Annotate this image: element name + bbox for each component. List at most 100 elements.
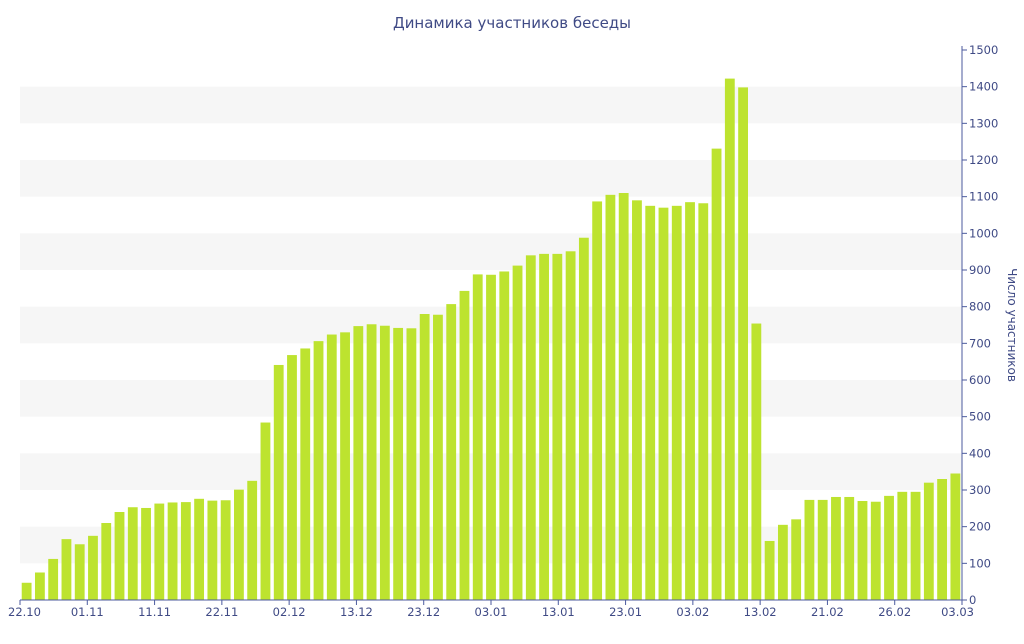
bar bbox=[406, 328, 417, 600]
bar bbox=[698, 203, 709, 600]
bar bbox=[751, 323, 762, 600]
bar bbox=[207, 500, 218, 600]
y-axis-title: Число участников bbox=[1005, 268, 1019, 382]
y-tick-label: 1200 bbox=[969, 153, 998, 167]
bar bbox=[950, 473, 961, 600]
bar bbox=[247, 480, 258, 600]
bar bbox=[194, 498, 205, 600]
y-tick-label: 200 bbox=[969, 520, 991, 534]
bar bbox=[565, 251, 576, 601]
bar bbox=[127, 507, 138, 600]
bar bbox=[21, 582, 32, 600]
y-tick-label: 400 bbox=[969, 446, 991, 460]
bar bbox=[804, 499, 815, 600]
y-tick-label: 900 bbox=[969, 263, 991, 277]
bar bbox=[777, 524, 788, 600]
bar bbox=[273, 364, 284, 600]
x-tick-label: 01.11 bbox=[71, 605, 104, 619]
bar bbox=[154, 503, 165, 600]
x-tick-label: 26.02 bbox=[878, 605, 911, 619]
bar bbox=[260, 422, 271, 600]
bar bbox=[923, 482, 934, 600]
bar bbox=[645, 205, 656, 600]
bar bbox=[379, 325, 390, 600]
bar bbox=[300, 348, 311, 600]
bar bbox=[605, 194, 616, 600]
bar bbox=[419, 314, 430, 600]
x-tick-label: 11.11 bbox=[138, 605, 171, 619]
bar bbox=[472, 274, 483, 600]
bar bbox=[34, 572, 45, 600]
bar bbox=[167, 502, 178, 600]
bar bbox=[366, 324, 377, 600]
bar bbox=[459, 290, 470, 600]
bar bbox=[433, 314, 443, 600]
bar bbox=[632, 200, 642, 600]
y-tick-label: 300 bbox=[969, 483, 991, 497]
bar bbox=[724, 78, 735, 601]
x-tick-label: 22.10 bbox=[8, 605, 41, 619]
bar bbox=[791, 519, 802, 600]
x-axis: 22.10 01.11 11.11 22.11 02.12 13.12 23.12 03.01… bbox=[8, 599, 974, 619]
bar bbox=[764, 540, 775, 600]
bar bbox=[844, 496, 855, 600]
y-tick-label: 800 bbox=[969, 300, 991, 314]
bar bbox=[831, 496, 841, 600]
bar bbox=[101, 523, 112, 600]
y-tick-label: 1000 bbox=[969, 226, 998, 240]
bar bbox=[870, 501, 881, 600]
bar bbox=[486, 274, 496, 600]
bar bbox=[180, 502, 191, 600]
bar bbox=[910, 491, 921, 600]
bars-group bbox=[21, 78, 961, 601]
bar bbox=[539, 253, 549, 600]
bar bbox=[578, 237, 589, 601]
bar bbox=[711, 148, 722, 600]
x-tick-label: 03.02 bbox=[676, 605, 709, 619]
bar bbox=[74, 544, 85, 600]
bar bbox=[326, 334, 337, 600]
bar bbox=[353, 326, 364, 600]
bar bbox=[512, 265, 523, 600]
y-tick-label: 700 bbox=[969, 336, 991, 350]
x-tick-label: 13.12 bbox=[340, 605, 373, 619]
x-tick-label: 13.01 bbox=[542, 605, 575, 619]
x-tick-label: 13.02 bbox=[744, 605, 777, 619]
bar bbox=[287, 355, 297, 600]
bar bbox=[671, 205, 682, 600]
y-tick-label: 1400 bbox=[969, 80, 998, 94]
x-tick-label: 03.01 bbox=[475, 605, 508, 619]
y-axis: 0 100 200 300 400 500 600 700 800 900 1000 1100 1200… bbox=[961, 43, 998, 607]
bar bbox=[141, 507, 151, 600]
bar bbox=[897, 491, 908, 600]
x-tick-label: 22.11 bbox=[205, 605, 238, 619]
bar bbox=[220, 500, 231, 600]
y-tick-label: 100 bbox=[969, 556, 991, 570]
bar bbox=[618, 193, 629, 600]
bar bbox=[114, 512, 125, 600]
bar bbox=[884, 495, 894, 600]
bar bbox=[552, 253, 563, 600]
x-tick-label: 23.01 bbox=[609, 605, 642, 619]
y-tick-label: 1300 bbox=[969, 116, 998, 130]
y-tick-label: 0 bbox=[969, 593, 976, 607]
bar bbox=[592, 201, 603, 600]
bar bbox=[738, 87, 748, 600]
grid-band bbox=[20, 160, 962, 197]
bar bbox=[499, 271, 510, 600]
bar bbox=[685, 202, 695, 601]
chart-title: Динамика участников беседы bbox=[393, 14, 631, 32]
y-tick-label: 1100 bbox=[969, 190, 998, 204]
grid-band bbox=[20, 233, 962, 270]
bar bbox=[525, 255, 536, 600]
bar bbox=[658, 207, 669, 601]
y-tick-label: 1500 bbox=[969, 43, 998, 57]
bar bbox=[937, 479, 948, 600]
x-tick-label: 21.02 bbox=[811, 605, 844, 619]
bar bbox=[234, 489, 244, 600]
y-tick-label: 500 bbox=[969, 410, 991, 424]
bar bbox=[340, 332, 350, 600]
bar bbox=[817, 499, 828, 600]
bar bbox=[446, 304, 457, 600]
